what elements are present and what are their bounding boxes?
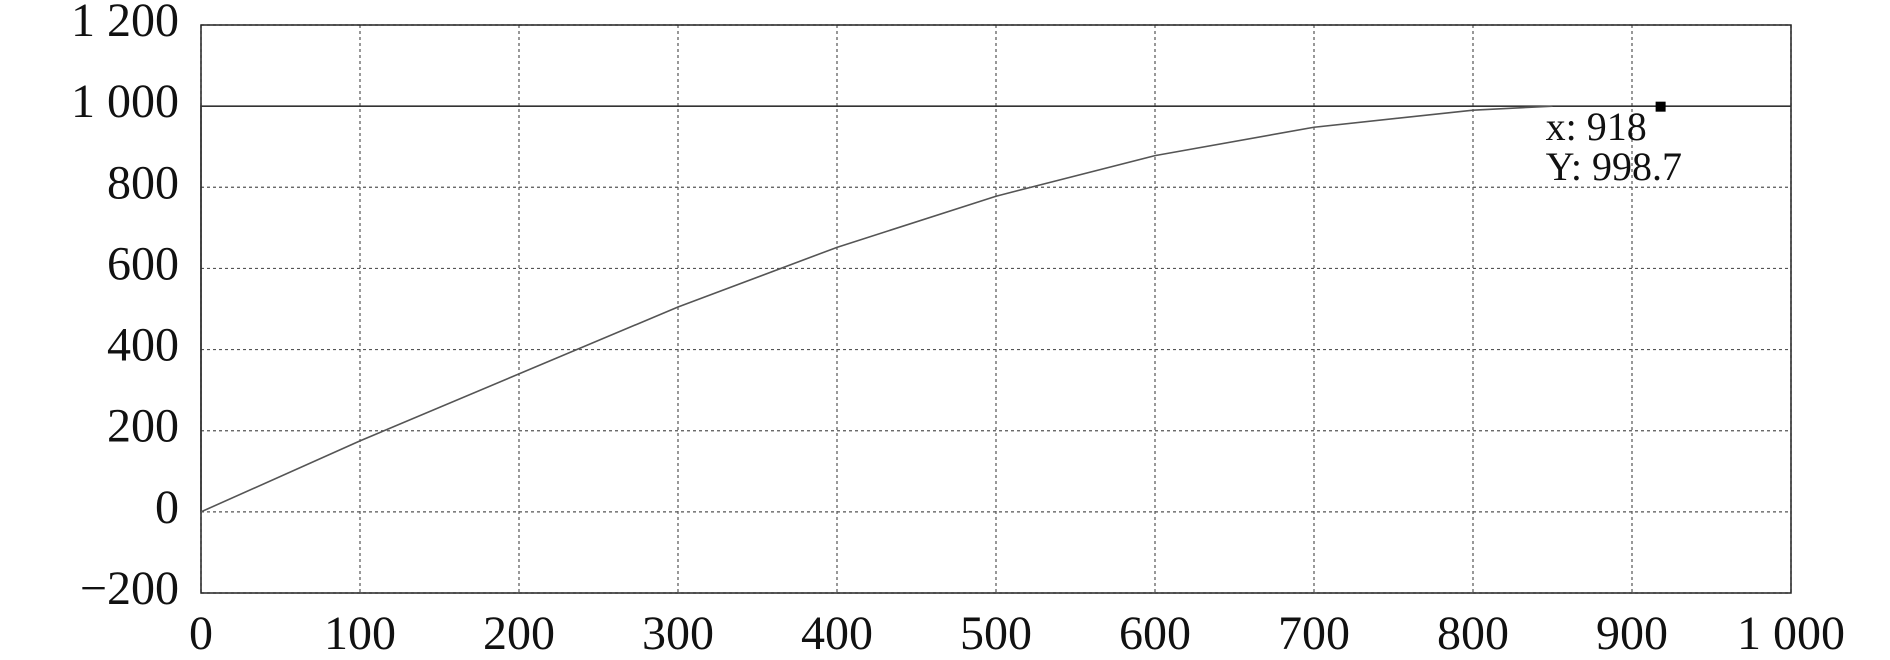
x-tick-label: 1 000	[1737, 607, 1845, 660]
x-tick-label: 200	[483, 607, 555, 660]
x-tick-label: 600	[1119, 607, 1191, 660]
x-tick-label: 300	[642, 607, 714, 660]
x-tick-label: 900	[1596, 607, 1668, 660]
data-line	[200, 105, 1553, 513]
y-tick-label: 1 200	[71, 0, 179, 47]
x-tick-label: 400	[801, 607, 873, 660]
x-tick-label: 700	[1278, 607, 1350, 660]
y-tick-label: −200	[80, 562, 179, 615]
y-tick-label: 0	[155, 481, 179, 534]
annotation-label: x: 918	[1546, 104, 1647, 149]
y-tick-label: 800	[107, 156, 179, 209]
y-tick-label: 200	[107, 400, 179, 453]
x-tick-label: 500	[960, 607, 1032, 660]
annotation-label: Y: 998.7	[1546, 144, 1682, 189]
data-line	[200, 105, 1791, 512]
x-tick-label: 0	[189, 607, 213, 660]
y-tick-label: 600	[107, 237, 179, 290]
y-tick-label: 1 000	[71, 75, 179, 128]
x-tick-label: 100	[324, 607, 396, 660]
x-tick-label: 800	[1437, 607, 1509, 660]
annotation-marker	[1655, 101, 1666, 112]
y-tick-label: 400	[107, 319, 179, 372]
